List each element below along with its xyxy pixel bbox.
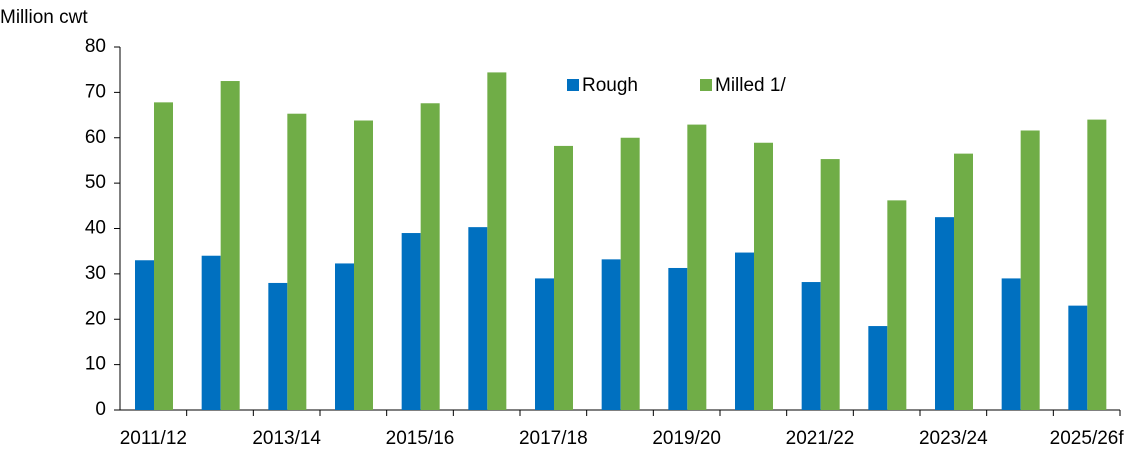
bar — [820, 159, 840, 410]
bar — [954, 153, 973, 410]
y-tick-label: 30 — [85, 263, 106, 284]
legend-label: Milled 1/ — [715, 75, 786, 96]
y-tick-label: 50 — [85, 172, 106, 193]
bar — [554, 145, 573, 411]
bar — [287, 113, 307, 411]
y-tick-label: 70 — [85, 81, 106, 102]
y-tick-label: 60 — [85, 127, 106, 148]
bar — [354, 120, 373, 410]
legend-label: Rough — [582, 75, 638, 96]
bar — [887, 200, 907, 410]
x-tick-label: 2011/12 — [120, 428, 187, 449]
bar — [201, 255, 221, 410]
bar — [935, 217, 954, 410]
bar — [1020, 130, 1040, 411]
bar — [1068, 305, 1088, 410]
bar — [154, 102, 173, 411]
legend-swatch — [567, 79, 579, 91]
y-tick-label: 0 — [95, 399, 106, 420]
bar — [868, 326, 888, 410]
bar — [535, 278, 554, 410]
bar — [601, 259, 621, 410]
y-tick-label: 10 — [85, 354, 106, 375]
bar — [1087, 119, 1107, 410]
x-tick-label: 2013/14 — [252, 428, 321, 449]
bar — [268, 282, 288, 410]
bar — [135, 260, 154, 410]
bar — [401, 233, 421, 410]
bar — [468, 227, 488, 410]
y-tick-label: 20 — [85, 308, 106, 329]
x-tick-label: 2025/26f — [1050, 428, 1125, 449]
y-tick-label: 80 — [85, 36, 106, 57]
bar — [735, 252, 754, 410]
legend-swatch — [700, 79, 712, 91]
bar — [801, 282, 821, 410]
x-tick-label: 2015/16 — [386, 428, 455, 449]
y-tick-label: 40 — [85, 218, 106, 239]
bar — [487, 72, 507, 410]
bar — [754, 142, 773, 410]
x-tick-label: 2017/18 — [519, 428, 588, 449]
bar — [668, 267, 688, 410]
x-tick-label: 2021/22 — [786, 428, 855, 449]
bar — [620, 137, 640, 410]
y-axis-label: Million cwt — [0, 7, 88, 28]
bar — [420, 103, 440, 410]
x-tick-label: 2019/20 — [652, 428, 721, 449]
bar — [335, 263, 354, 410]
bar — [220, 81, 240, 410]
bar — [687, 124, 707, 410]
bar — [1001, 278, 1021, 410]
x-tick-label: 2023/24 — [919, 428, 988, 449]
